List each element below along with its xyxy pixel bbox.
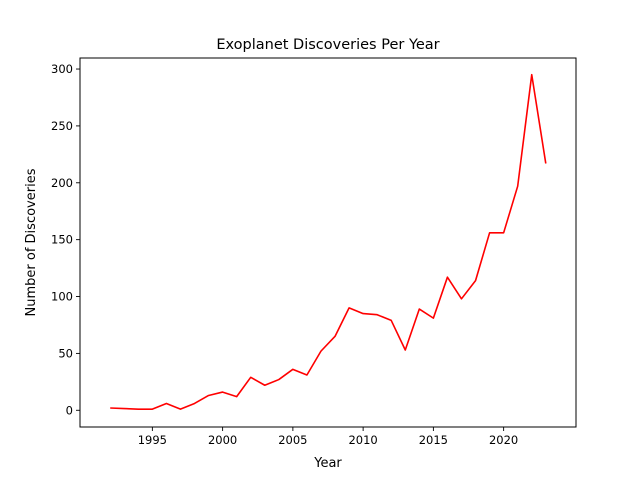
plot-frame: [79, 57, 577, 428]
x-tick-label: 1995: [138, 433, 167, 447]
x-tick-label: 2020: [489, 433, 518, 447]
y-tick-label: 100: [51, 290, 73, 304]
chart-title: Exoplanet Discoveries Per Year: [216, 37, 439, 53]
x-axis: 1995 2000 2005 2010 2015 2020: [138, 427, 518, 447]
x-tick-label: 2010: [348, 433, 377, 447]
y-tick-label: 150: [51, 233, 73, 247]
x-axis-label: Year: [313, 456, 342, 471]
y-tick-label: 300: [51, 62, 73, 76]
series-line-0: [110, 73, 547, 410]
y-tick-label: 250: [51, 119, 73, 133]
plot-area: 1995 2000 2005 2010 2015 2020 0 50 100 150 200 250…: [51, 57, 577, 447]
y-axis: 0 50 100 150 200 250 300: [51, 62, 80, 417]
y-tick-label: 0: [66, 403, 73, 417]
x-tick-label: 2005: [278, 433, 307, 447]
y-tick-label: 50: [58, 346, 73, 360]
x-tick-label: 2015: [419, 433, 448, 447]
y-tick-label: 200: [51, 176, 73, 190]
x-tick-label: 2000: [208, 433, 237, 447]
series-layer: [110, 73, 547, 410]
y-axis-label: Number of Discoveries: [24, 168, 39, 316]
